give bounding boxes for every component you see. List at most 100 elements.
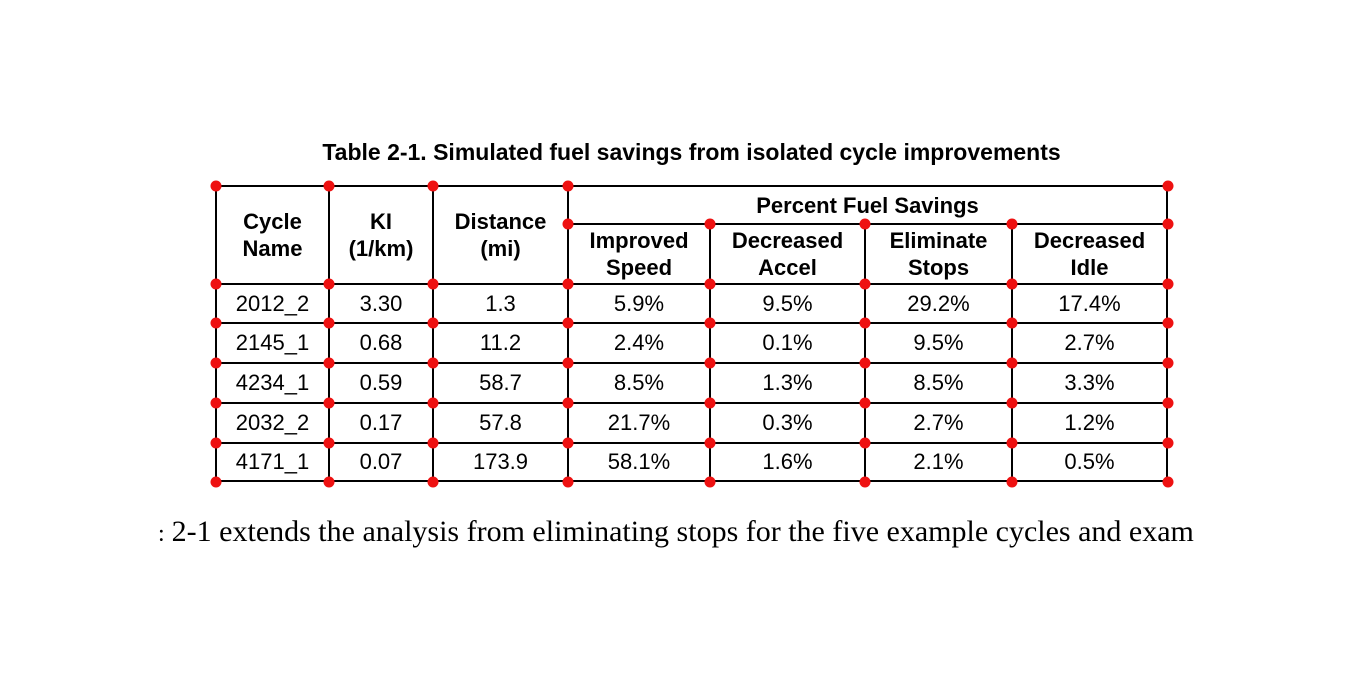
grid-marker-dot — [1162, 437, 1174, 449]
grid-marker-dot — [562, 180, 574, 192]
grid-marker-dot — [210, 476, 222, 488]
grid-marker-dot — [323, 397, 335, 409]
grid-marker-dot — [210, 278, 222, 290]
grid-marker-dot — [704, 357, 716, 369]
data-cell-improved_speed: 5.9% — [569, 285, 711, 324]
grid-marker-dot — [210, 317, 222, 329]
grid-marker-dot — [210, 397, 222, 409]
data-cell-decreased_accel: 0.1% — [711, 324, 866, 364]
grid-marker-dot — [323, 357, 335, 369]
grid-marker-dot — [562, 317, 574, 329]
data-cell-cycle_name: 4234_1 — [217, 364, 330, 404]
grid-marker-dot — [859, 317, 871, 329]
data-cell-eliminate_stops: 8.5% — [866, 364, 1013, 404]
body-text-sentence: 2-1 extends the analysis from eliminatin… — [171, 515, 1194, 548]
grid-marker-dot — [1162, 317, 1174, 329]
data-cell-decreased_accel: 0.3% — [711, 404, 866, 444]
body-text-left-fragment: : — [158, 521, 165, 547]
data-cell-decreased_accel: 1.6% — [711, 444, 866, 480]
data-cell-cycle_name: 2012_2 — [217, 285, 330, 324]
data-cell-cycle_name: 4171_1 — [217, 444, 330, 480]
grid-marker-dot — [704, 437, 716, 449]
grid-marker-dot — [1162, 476, 1174, 488]
data-cell-improved_speed: 58.1% — [569, 444, 711, 480]
grid-marker-dot — [859, 476, 871, 488]
grid-marker-dot — [1006, 317, 1018, 329]
grid-marker-dot — [323, 180, 335, 192]
header-cell-cycle-name: Cycle Name — [217, 187, 330, 285]
data-cell-improved_speed: 2.4% — [569, 324, 711, 364]
subheader-cell-eliminate-stops: Eliminate Stops — [866, 225, 1013, 285]
grid-marker-dot — [859, 218, 871, 230]
grid-marker-dot — [1162, 357, 1174, 369]
data-cell-decreased_accel: 9.5% — [711, 285, 866, 324]
grid-marker-dot — [704, 317, 716, 329]
data-cell-ki: 3.30 — [330, 285, 434, 324]
grid-marker-dot — [1006, 357, 1018, 369]
grid-marker-dot — [427, 357, 439, 369]
grid-marker-dot — [323, 278, 335, 290]
grid-marker-dot — [427, 437, 439, 449]
grid-marker-dot — [562, 437, 574, 449]
subheader-cell-decreased-idle: Decreased Idle — [1013, 225, 1166, 285]
data-cell-ki: 0.07 — [330, 444, 434, 480]
grid-marker-dot — [323, 437, 335, 449]
header-cell-ki: KI (1/km) — [330, 187, 434, 285]
grid-marker-dot — [1162, 278, 1174, 290]
data-cell-eliminate_stops: 2.7% — [866, 404, 1013, 444]
subheader-cell-decreased-accel: Decreased Accel — [711, 225, 866, 285]
data-cell-cycle_name: 2145_1 — [217, 324, 330, 364]
data-cell-decreased_idle: 0.5% — [1064, 449, 1115, 474]
grid-marker-dot — [859, 278, 871, 290]
fuel-savings-table: Cycle Name KI (1/km) Distance (mi) Percent … — [215, 185, 1168, 482]
grid-marker-dot — [1006, 397, 1018, 409]
grid-marker-dot — [427, 278, 439, 290]
data-cell-decreased_idle: 1.2% — [1013, 404, 1166, 444]
data-cell-decreased_idle: 2.7% — [1013, 324, 1166, 364]
subheader-cell-improved-speed: Improved Speed — [569, 225, 711, 285]
data-cell-decreased_accel: 1.3% — [711, 364, 866, 404]
grid-marker-dot — [427, 397, 439, 409]
table-caption: Table 2-1. Simulated fuel savings from i… — [322, 139, 1061, 165]
data-cell-distance: 173.9 — [434, 444, 569, 480]
grid-marker-dot — [859, 357, 871, 369]
grid-marker-dot — [704, 476, 716, 488]
grid-marker-dot — [704, 218, 716, 230]
grid-marker-dot — [323, 476, 335, 488]
grid-marker-dot — [210, 180, 222, 192]
data-cell-eliminate_stops: 9.5% — [866, 324, 1013, 364]
grid-marker-dot — [859, 397, 871, 409]
grid-marker-dot — [1162, 180, 1174, 192]
grid-marker-dot — [562, 397, 574, 409]
grid-marker-dot — [859, 437, 871, 449]
data-cell-decreased_idle: 3.3% — [1013, 364, 1166, 404]
grid-marker-dot — [1162, 218, 1174, 230]
data-cell-improved_speed: 21.7% — [569, 404, 711, 444]
grid-marker-dot — [1006, 218, 1018, 230]
grid-marker-dot — [1006, 278, 1018, 290]
grid-marker-dot — [1006, 437, 1018, 449]
data-cell-ki: 0.59 — [330, 364, 434, 404]
grid-marker-dot — [323, 317, 335, 329]
grid-marker-dot — [427, 476, 439, 488]
header-cell-distance: Distance (mi) — [434, 187, 569, 285]
grid-marker-dot — [562, 218, 574, 230]
body-text-line: :2-1 extends the analysis from eliminati… — [158, 512, 1194, 554]
data-cell-ki: 0.17 — [330, 404, 434, 444]
grid-marker-dot — [704, 278, 716, 290]
data-cell-improved_speed: 8.5% — [569, 364, 711, 404]
grid-marker-dot — [427, 317, 439, 329]
grid-marker-dot — [210, 357, 222, 369]
data-cell-distance: 57.8 — [434, 404, 569, 444]
data-cell-cycle_name: 2032_2 — [217, 404, 330, 444]
grid-marker-dot — [210, 437, 222, 449]
grid-marker-dot — [1006, 476, 1018, 488]
data-cell-ki: 0.68 — [330, 324, 434, 364]
grid-marker-dot — [562, 278, 574, 290]
grid-marker-dot — [1162, 397, 1174, 409]
grid-marker-dot — [562, 357, 574, 369]
data-cell-distance: 58.7 — [434, 364, 569, 404]
data-cell-distance: 1.3 — [434, 285, 569, 324]
grid-marker-dot — [427, 180, 439, 192]
grid-marker-dot — [704, 397, 716, 409]
